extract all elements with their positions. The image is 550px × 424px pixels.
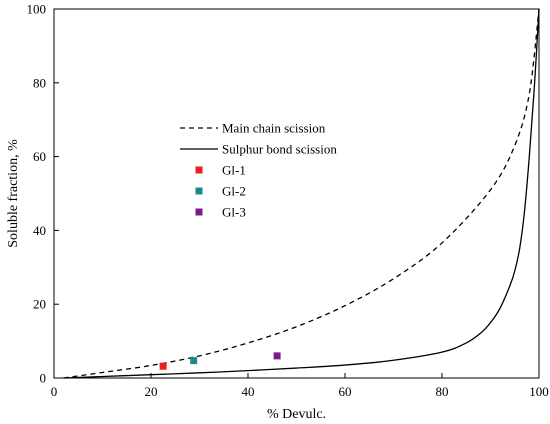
axis-ticks: 0 20 40 60 80 100 0 20 40 60 80 100 <box>27 2 549 400</box>
sulphur-bond-scission-line <box>63 8 540 379</box>
legend-label: Gl-2 <box>222 184 246 199</box>
y-tick-label: 0 <box>40 371 47 386</box>
y-tick-label: 80 <box>33 75 46 90</box>
main-chain-scission-line <box>63 8 540 379</box>
y-tick-label: 40 <box>33 223 46 238</box>
y-tick-label: 100 <box>27 2 47 17</box>
x-axis-title: % Devulc. <box>267 407 326 422</box>
y-tick-label: 20 <box>33 297 46 312</box>
x-tick-label: 60 <box>339 384 352 399</box>
legend-marker <box>195 166 203 174</box>
legend-label: Sulphur bond scission <box>222 142 337 157</box>
legend-marker <box>195 208 203 216</box>
x-tick-label: 20 <box>145 384 158 399</box>
x-tick-label: 0 <box>51 384 58 399</box>
y-tick-label: 60 <box>33 149 46 164</box>
x-tick-label: 100 <box>529 384 549 399</box>
x-tick-label: 80 <box>436 384 449 399</box>
y-axis-title: Soluble fraction, % <box>6 139 21 248</box>
plot-frame <box>53 8 540 379</box>
legend-label: Gl-3 <box>222 205 246 220</box>
legend-label: Gl-1 <box>222 163 246 178</box>
data-point-gl-1 <box>159 362 167 370</box>
legend-marker <box>195 187 203 195</box>
legend: Main chain scission Sulphur bond scission… <box>180 121 337 220</box>
x-tick-label: 40 <box>242 384 255 399</box>
data-point-gl-2 <box>190 357 198 365</box>
series-layer <box>63 8 540 379</box>
legend-label: Main chain scission <box>222 121 326 136</box>
data-point-gl-3 <box>273 352 281 360</box>
